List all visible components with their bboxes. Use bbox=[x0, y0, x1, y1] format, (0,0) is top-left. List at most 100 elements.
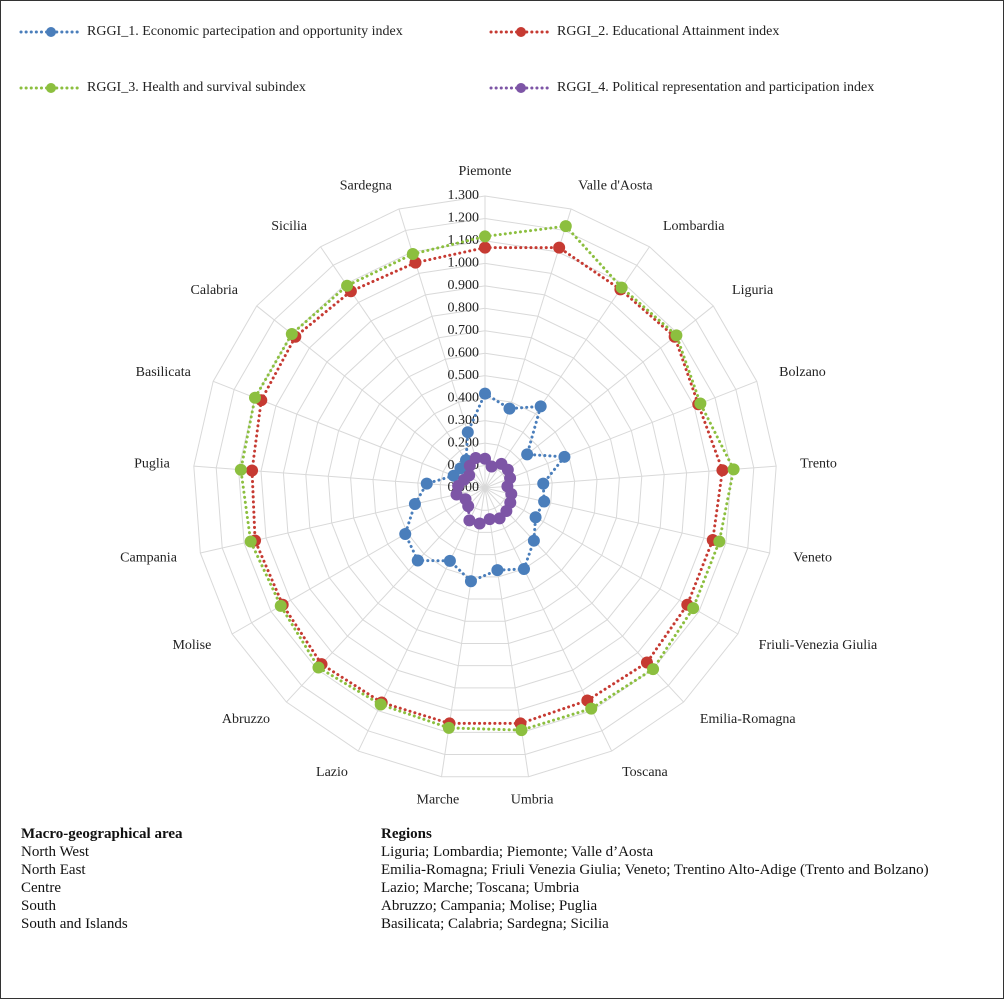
series-marker bbox=[485, 460, 498, 473]
spoke bbox=[357, 487, 486, 752]
grid-ring bbox=[282, 285, 688, 689]
legend-label: RGGI_3. Health and survival subindex bbox=[87, 80, 306, 95]
category-label: Emilia-Romagna bbox=[700, 712, 796, 727]
table-cell: Abruzzo; Campania; Molise; Puglia bbox=[381, 898, 598, 914]
legend-label: RGGI_4. Political representation and par… bbox=[557, 80, 874, 95]
legend-entry: RGGI_2. Educational Attainment index bbox=[489, 24, 779, 39]
series-marker bbox=[274, 599, 287, 612]
table-cell: Liguria; Lombardia; Piemonte; Valle d’Ao… bbox=[381, 844, 654, 860]
series-marker bbox=[246, 464, 259, 477]
legend-marker bbox=[516, 27, 526, 37]
series-marker bbox=[479, 387, 491, 400]
r-tick-label: 1.200 bbox=[448, 211, 480, 226]
category-label: Bolzano bbox=[779, 365, 826, 380]
category-label: Marche bbox=[417, 793, 460, 808]
legend-marker bbox=[516, 83, 526, 93]
series-marker bbox=[534, 400, 547, 413]
series-marker bbox=[479, 241, 491, 254]
series-marker bbox=[491, 564, 504, 577]
category-label: Friuli-Venezia Giulia bbox=[759, 638, 878, 653]
grid-ring bbox=[439, 442, 531, 533]
spoke bbox=[484, 487, 739, 635]
table-cell: Emilia-Romagna; Friuli Venezia Giulia; V… bbox=[381, 862, 929, 878]
category-label: Basilicata bbox=[136, 365, 192, 380]
table-cell: North West bbox=[21, 844, 90, 860]
series-line bbox=[239, 224, 736, 732]
category-label: Molise bbox=[172, 638, 211, 653]
series-marker bbox=[585, 702, 598, 715]
category-label: Campania bbox=[120, 551, 178, 566]
series-marker bbox=[537, 477, 550, 490]
table-cell: Lazio; Marche; Toscana; Umbria bbox=[381, 880, 580, 896]
series-marker bbox=[244, 535, 257, 548]
table-header-cell: Macro-geographical area bbox=[21, 826, 183, 842]
series-marker bbox=[479, 230, 491, 243]
series-marker bbox=[483, 513, 496, 526]
series-marker bbox=[527, 534, 540, 547]
spoke bbox=[231, 487, 486, 635]
series-marker bbox=[647, 663, 660, 676]
series-marker bbox=[443, 554, 456, 567]
category-label: Liguria bbox=[732, 283, 774, 298]
r-tick-label: 0.200 bbox=[448, 435, 480, 450]
series-marker bbox=[442, 721, 455, 734]
series-marker bbox=[727, 463, 740, 476]
category-label: Toscana bbox=[622, 765, 668, 780]
table-row: North West Liguria; Lombardia; Piemonte; … bbox=[21, 843, 993, 861]
category-label: Abruzzo bbox=[222, 712, 270, 727]
legend-marker bbox=[46, 27, 56, 37]
series-marker bbox=[713, 535, 726, 548]
category-label: Umbria bbox=[511, 793, 555, 808]
table-row: South and Islands Basilicata; Calabria; S… bbox=[21, 915, 993, 933]
table-cell: South and Islands bbox=[21, 916, 128, 932]
table-row: South Abruzzo; Campania; Molise; Puglia bbox=[21, 897, 993, 915]
table-row: Centre Lazio; Marche; Toscana; Umbria bbox=[21, 879, 993, 897]
grid-ring bbox=[417, 420, 553, 556]
spoke bbox=[484, 380, 757, 489]
area-table: Macro-geographical area Regions North We… bbox=[21, 825, 993, 933]
chart: Piemonte Valle d'Aosta Lombardia Liguria Bol… bbox=[19, 24, 878, 808]
r-tick-label: 0.500 bbox=[448, 368, 480, 383]
legend-entry: RGGI_3. Health and survival subindex bbox=[19, 80, 306, 95]
series-marker bbox=[687, 602, 700, 615]
r-tick-label: 0.700 bbox=[448, 323, 480, 338]
legend-label: RGGI_2. Educational Attainment index bbox=[557, 24, 779, 39]
category-label: Valle d'Aosta bbox=[578, 178, 653, 193]
series-marker bbox=[615, 281, 628, 294]
table-cell: North East bbox=[21, 862, 86, 878]
r-tick-label: 0.900 bbox=[448, 278, 480, 293]
grid-ring bbox=[305, 307, 665, 667]
table-header: Macro-geographical area Regions bbox=[21, 825, 993, 843]
r-tick-label: 0.800 bbox=[448, 301, 480, 316]
series-marker bbox=[341, 279, 354, 292]
r-tick-label: 1.300 bbox=[448, 188, 480, 203]
series-marker bbox=[503, 402, 516, 415]
series-marker bbox=[538, 495, 551, 508]
category-label: Piemonte bbox=[459, 164, 512, 179]
category-label: Calabria bbox=[191, 283, 239, 298]
table-cell: Basilicata; Calabria; Sardegna; Sicilia bbox=[381, 916, 609, 932]
series-marker bbox=[515, 724, 528, 737]
legend-marker bbox=[46, 83, 56, 93]
series-marker bbox=[493, 512, 506, 525]
series-marker bbox=[716, 464, 729, 477]
series-marker bbox=[694, 397, 707, 410]
series-marker bbox=[406, 248, 419, 261]
grid-ring bbox=[327, 330, 643, 644]
series-marker bbox=[374, 698, 387, 711]
category-label: Sardegna bbox=[340, 178, 393, 193]
table-header-cell: Regions bbox=[381, 826, 432, 842]
table-cell: South bbox=[21, 898, 57, 914]
series-marker bbox=[558, 450, 571, 463]
grid-ring bbox=[193, 195, 777, 778]
series-marker bbox=[670, 329, 683, 342]
grid-ring bbox=[260, 262, 710, 711]
series-marker bbox=[420, 477, 433, 490]
series-marker bbox=[249, 391, 262, 404]
spoke bbox=[200, 487, 486, 554]
legend-entry: RGGI_4. Political representation and par… bbox=[489, 80, 874, 95]
grid-ring bbox=[350, 352, 620, 622]
category-label: Veneto bbox=[793, 551, 832, 566]
category-label: Lombardia bbox=[663, 219, 725, 234]
series-marker bbox=[469, 451, 482, 464]
